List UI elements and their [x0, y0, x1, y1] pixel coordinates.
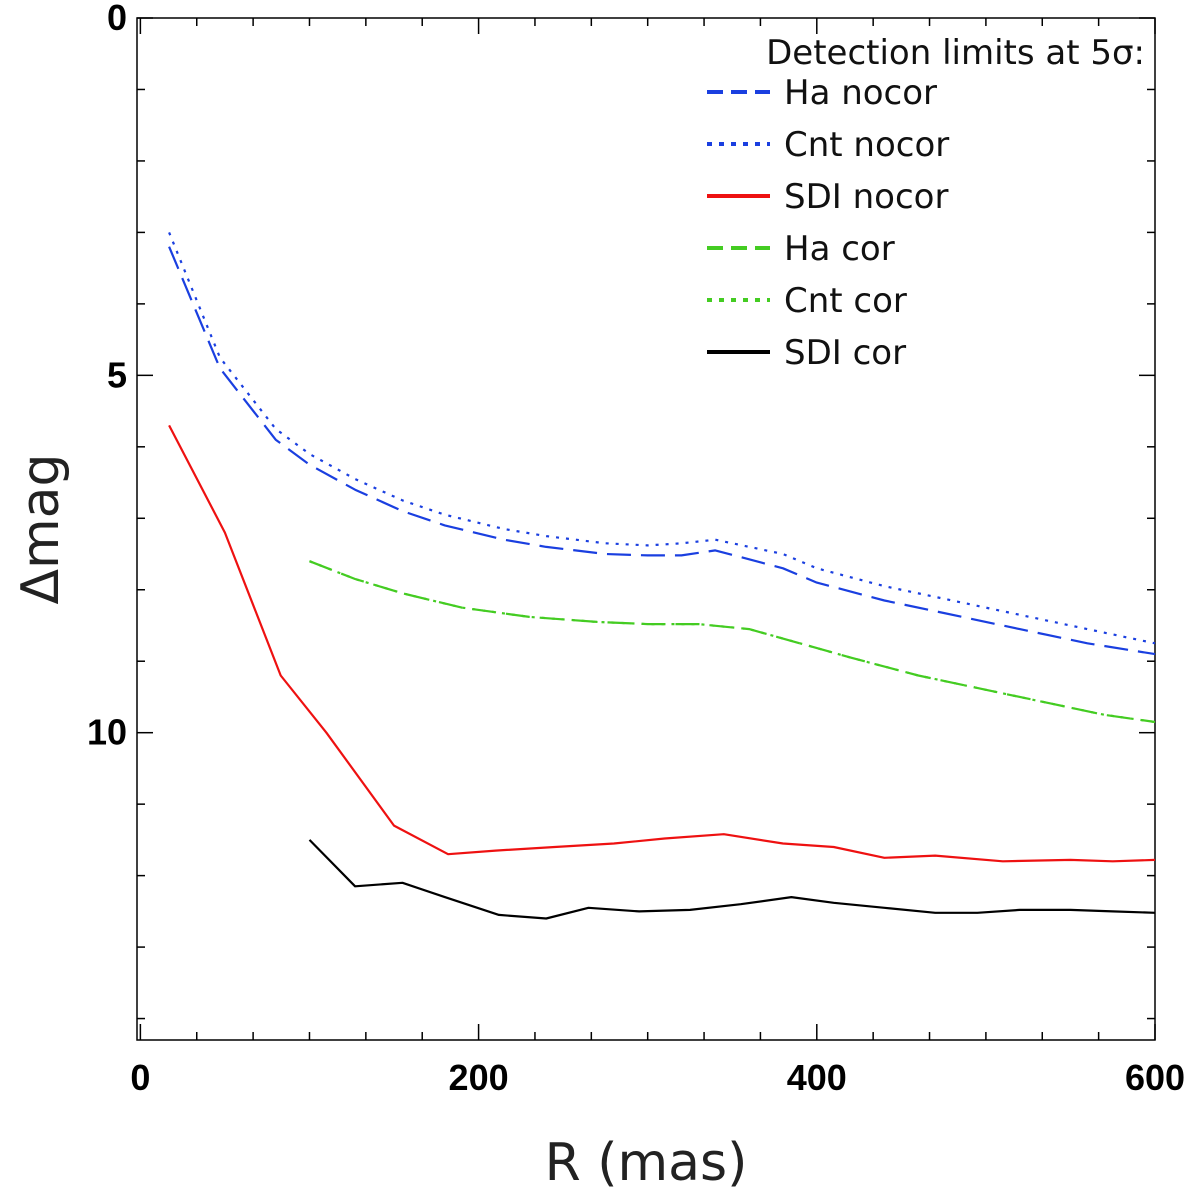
- x-axis-label: R (mas): [545, 1133, 748, 1193]
- x-tick-label: 200: [449, 1057, 509, 1098]
- series-line-ha-cor: [309, 560, 1156, 724]
- legend: Detection limits at 5σ: Ha nocor Cnt noco…: [707, 33, 1145, 373]
- series-line-sdi-cor: [308, 839, 1156, 920]
- y-axis-label: Δmag: [11, 453, 71, 604]
- legend-entry-label: SDI cor: [784, 333, 906, 373]
- legend-entry-label: Ha cor: [784, 229, 895, 269]
- series-line-ha-nocor: [168, 246, 1156, 656]
- y-tick-label: 5: [107, 354, 127, 395]
- x-tick-label: 0: [130, 1057, 150, 1098]
- legend-entry-label: Cnt nocor: [784, 125, 949, 165]
- legend-entry-label: Ha nocor: [784, 73, 937, 113]
- series-line-cnt-nocor: [168, 231, 1156, 645]
- series-line-sdi-nocor: [168, 424, 1156, 863]
- axes-frame: 0 200 400 600 0 5 10: [87, 0, 1185, 1098]
- x-tick-label: 600: [1125, 1057, 1185, 1098]
- legend-entry-label: Cnt cor: [784, 281, 907, 321]
- series-layer: [168, 231, 1156, 920]
- y-tick-label: 0: [107, 0, 127, 38]
- plot-frame: [136, 17, 1156, 1041]
- series-line-cnt-cor: [309, 560, 1156, 724]
- legend-title: Detection limits at 5σ:: [766, 33, 1145, 73]
- y-tick-label: 10: [87, 712, 127, 753]
- legend-entry-label: SDI nocor: [784, 177, 948, 217]
- x-tick-label: 400: [787, 1057, 847, 1098]
